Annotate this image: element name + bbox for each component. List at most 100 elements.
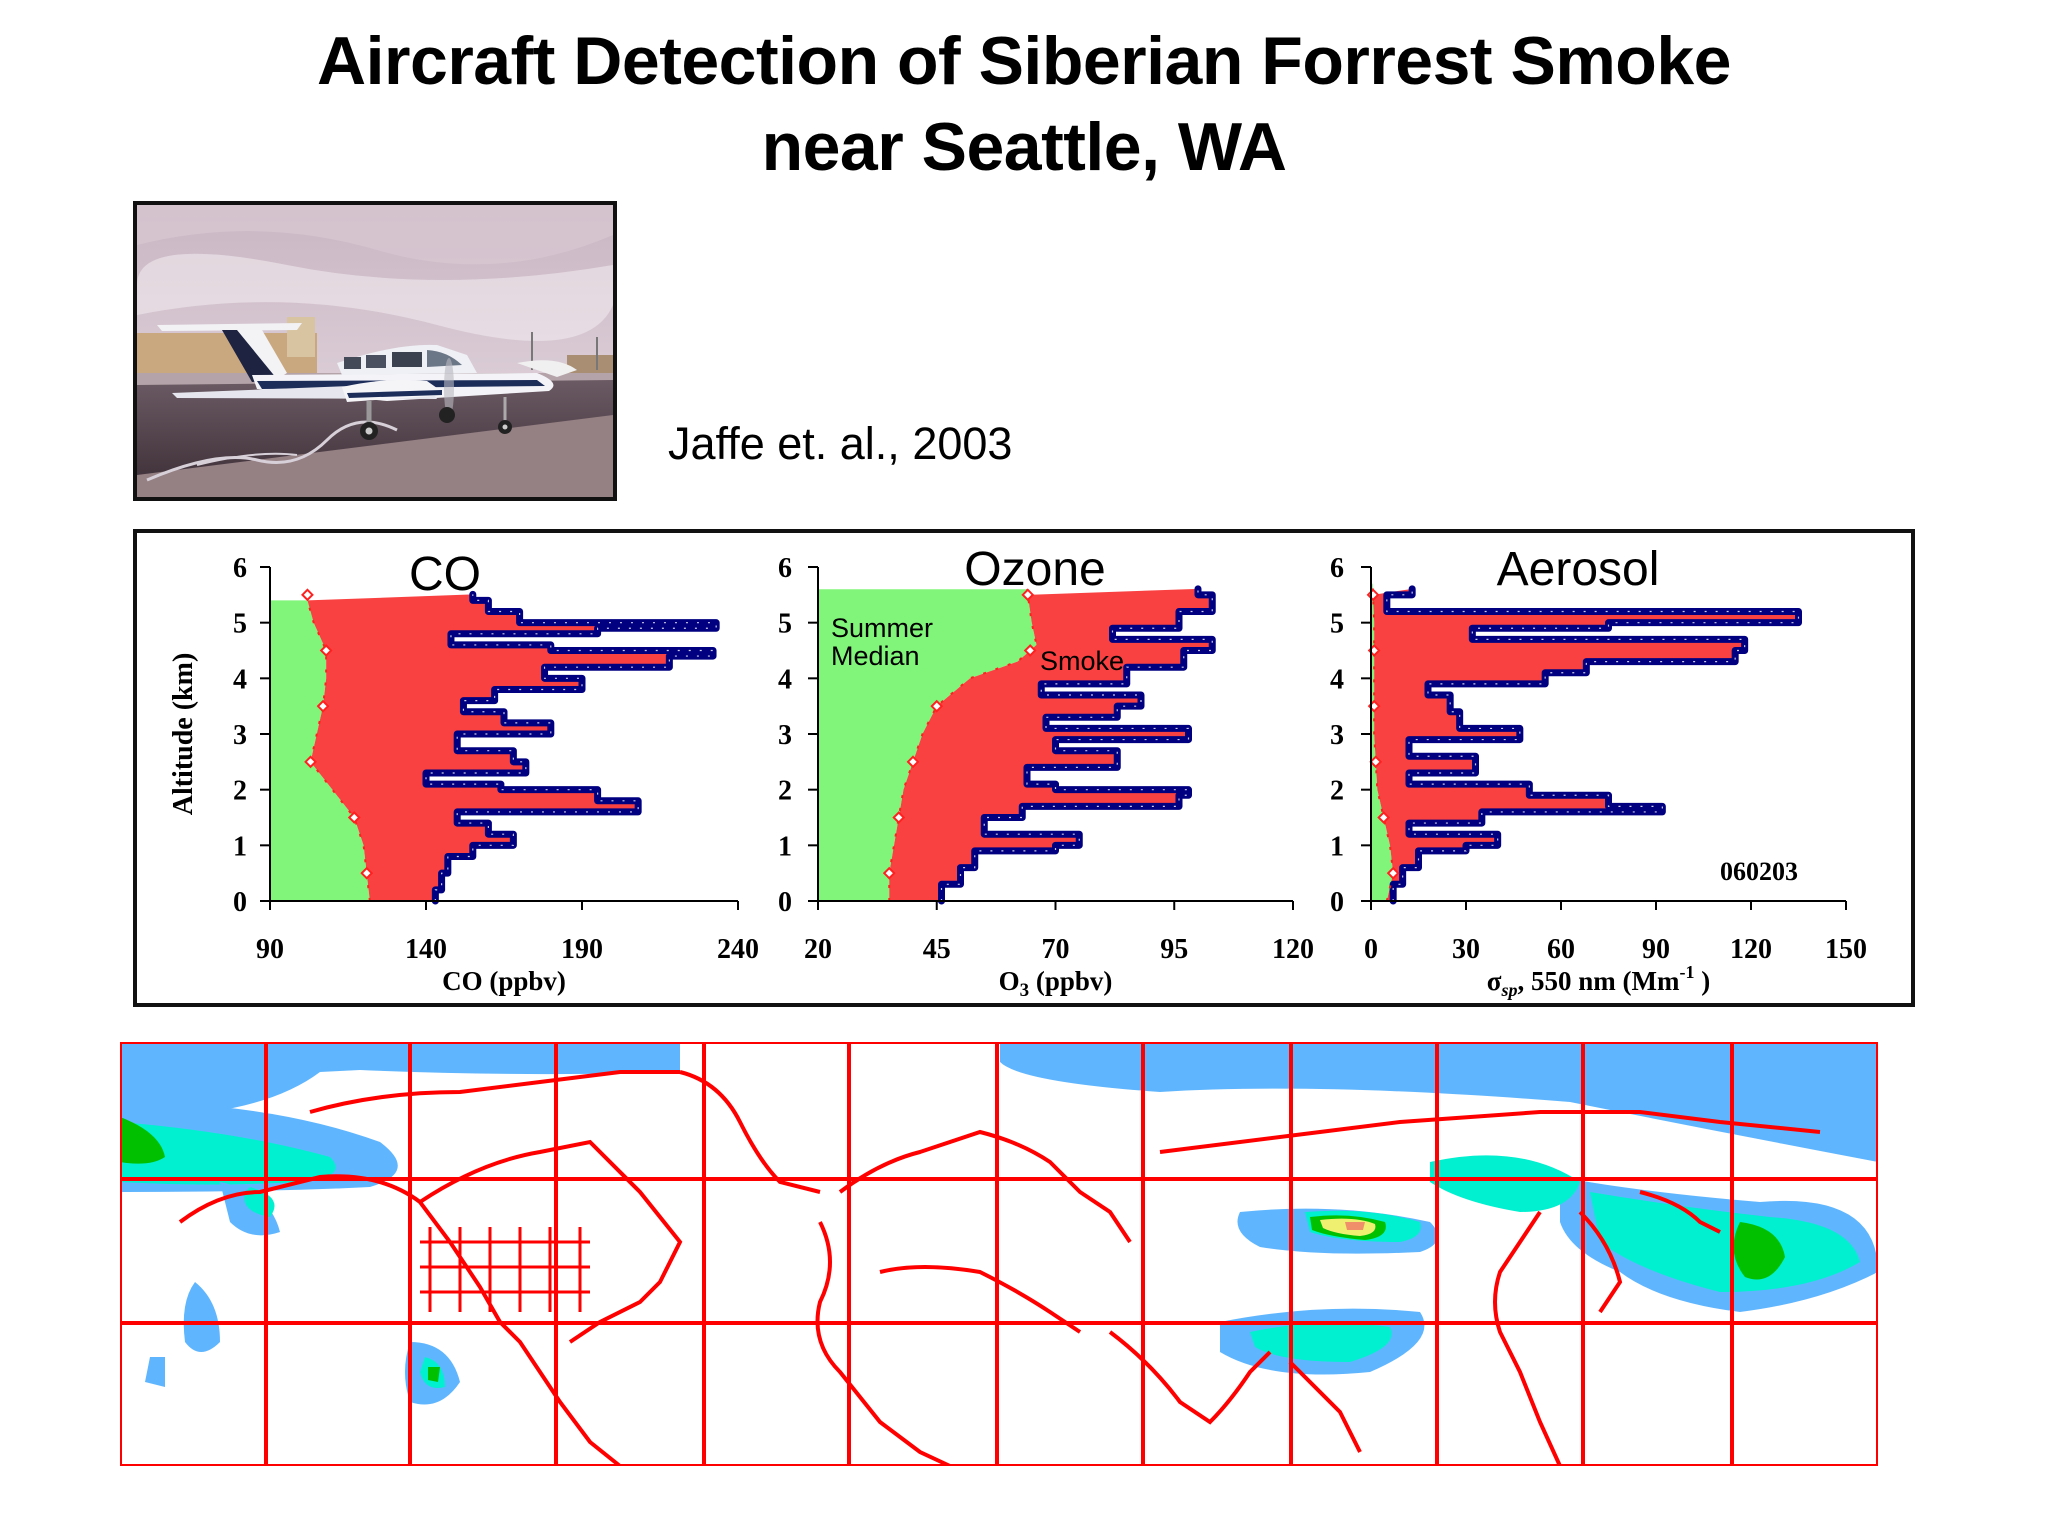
summer-median-area [1371, 583, 1394, 901]
median-marker [347, 811, 361, 824]
coastline [309, 1070, 680, 1114]
smoke-plume [1430, 1155, 1580, 1212]
x-axis-label: σsp, 550 nm (Mm-1 ) [1487, 962, 1710, 1000]
x-tick-label: 20 [804, 934, 832, 965]
y-tick-label: 6 [1330, 553, 1344, 584]
x-tick-label: 120 [1730, 934, 1772, 965]
median-marker [1021, 588, 1035, 602]
x-tick-label: 0 [1364, 934, 1378, 965]
y-axis-label: Altitude (km) [168, 653, 199, 816]
smoke-plume [183, 1282, 220, 1352]
smoke-plume [1345, 1222, 1365, 1230]
x-tick-label: 120 [1272, 934, 1314, 965]
profile-charts-panel: 0 1 2 3 4 5 6 90 140 190 240 CO CO (ppbv) Altitude (k… [133, 529, 1915, 1007]
chart-title: Ozone [964, 543, 1105, 596]
y-tick-label: 3 [233, 720, 247, 751]
coastline [418, 1139, 683, 1344]
title-line-1: Aircraft Detection of Siberian Forrest S… [317, 23, 1731, 99]
smoke-transport-map [118, 1040, 1880, 1468]
airplane-photo-icon [137, 205, 613, 497]
slide-title: Aircraft Detection of Siberian Forrest S… [0, 18, 2048, 190]
median-marker [1377, 811, 1391, 824]
smoke-plume [145, 1357, 165, 1387]
x-tick-label: 70 [1042, 934, 1070, 965]
smoke-plume [120, 1122, 336, 1185]
coastline [1578, 1210, 1623, 1314]
x-axis-label: CO (ppbv) [442, 966, 566, 996]
median-marker [892, 811, 906, 824]
aircraft-photo [133, 201, 617, 501]
x-tick-label: 30 [1452, 934, 1480, 965]
y-tick-label: 4 [233, 664, 247, 695]
summer-median-area [818, 589, 1037, 901]
y-tick-label: 5 [778, 609, 792, 640]
y-tick-label: 1 [233, 831, 247, 862]
date-code-label: 060203 [1720, 857, 1798, 886]
summer-median-label: Summer [831, 613, 933, 643]
y-tick-label: 0 [1330, 887, 1344, 918]
chart-co: 0 1 2 3 4 5 6 90 140 190 240 CO CO (ppbv) Altitude (k… [168, 548, 759, 996]
x-tick-label: 190 [561, 934, 603, 965]
citation: Jaffe et. al., 2003 [668, 418, 1013, 469]
smoke-plume [120, 1042, 680, 1112]
median-marker [301, 588, 314, 602]
coastline [178, 1174, 622, 1468]
median-marker [319, 644, 333, 657]
smoke-plume [1733, 1222, 1785, 1280]
smoke-plume [120, 1117, 165, 1164]
x-tick-label: 240 [717, 934, 759, 965]
median-marker [1369, 755, 1383, 769]
x-tick-label: 45 [923, 934, 951, 965]
y-tick-label: 6 [778, 553, 792, 584]
x-tick-label: 60 [1547, 934, 1575, 965]
x-tick-label: 90 [1642, 934, 1670, 965]
smoke-plume [1250, 1323, 1392, 1362]
coastline [1288, 1360, 1362, 1453]
median-marker [304, 755, 317, 769]
median-line [306, 600, 371, 902]
smoke-label: Smoke [1040, 646, 1124, 676]
y-tick-label: 0 [778, 887, 792, 918]
coastline [1493, 1210, 1562, 1467]
x-tick-label: 90 [256, 934, 284, 965]
coastline [1159, 1110, 1821, 1154]
y-tick-label: 4 [778, 664, 792, 695]
observed-profile-line [422, 590, 720, 905]
x-tick-label: 140 [405, 934, 447, 965]
coastline [1108, 1330, 1272, 1425]
coastline [838, 1129, 1132, 1244]
y-tick-label: 0 [233, 887, 247, 918]
y-tick-label: 3 [778, 720, 792, 751]
summer-median-area [270, 600, 370, 901]
median-line [888, 589, 1038, 901]
world-map [118, 1040, 1880, 1468]
y-tick-label: 3 [1330, 720, 1344, 751]
x-tick-label: 95 [1160, 934, 1188, 965]
y-tick-label: 5 [233, 609, 247, 640]
y-tick-label: 2 [1330, 776, 1344, 807]
median-marker [360, 866, 374, 880]
median-marker [882, 866, 896, 880]
y-tick-label: 2 [233, 776, 247, 807]
y-tick-label: 4 [1330, 664, 1344, 695]
median-marker [1023, 644, 1037, 657]
chart-title: CO [409, 548, 481, 601]
median-marker [316, 699, 330, 713]
y-tick-label: 2 [778, 776, 792, 807]
x-tick-label: 150 [1825, 934, 1867, 965]
x-axis-label: O3 (ppbv) [999, 966, 1113, 1001]
y-tick-label: 1 [1330, 831, 1344, 862]
y-tick-label: 5 [1330, 609, 1344, 640]
median-marker [906, 755, 920, 769]
svg-text:Median: Median [831, 641, 920, 671]
chart-title: Aerosol [1497, 543, 1660, 596]
y-tick-label: 1 [778, 831, 792, 862]
smoke-plume [428, 1367, 440, 1382]
y-tick-label: 6 [233, 553, 247, 584]
median-marker [1386, 866, 1400, 880]
coastline [879, 1265, 1082, 1334]
smoke-plume [1000, 1042, 1878, 1162]
coastline [815, 1221, 951, 1468]
